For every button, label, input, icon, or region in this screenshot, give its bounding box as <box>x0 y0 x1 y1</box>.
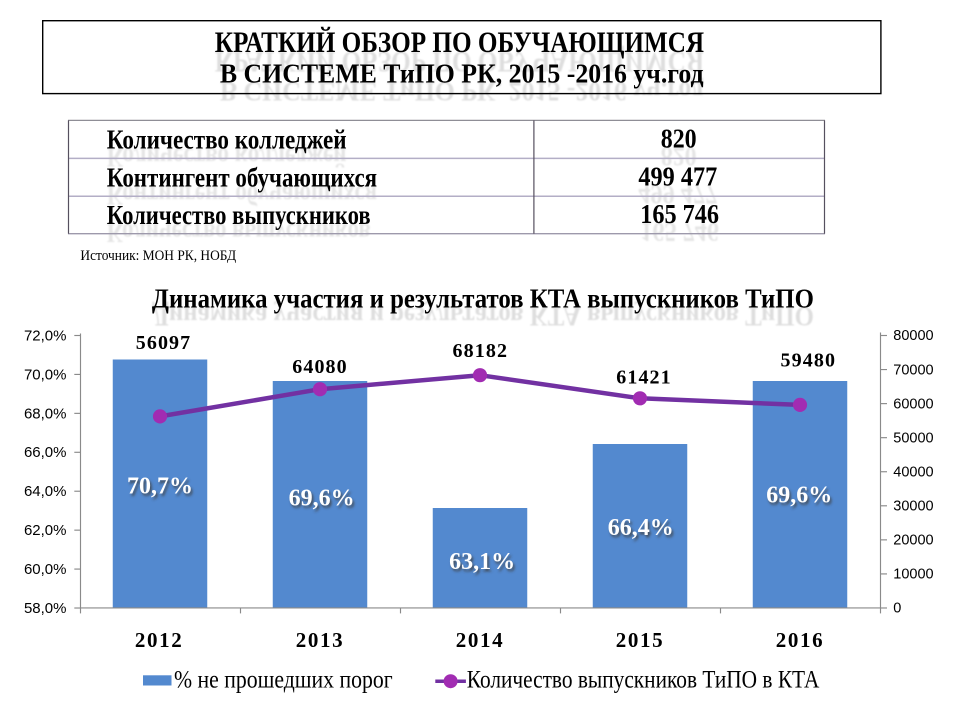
svg-text:69,6%: 69,6% <box>290 488 356 514</box>
svg-text:2014: 2014 <box>456 628 504 652</box>
svg-text:66,4%: 66,4% <box>608 515 674 541</box>
svg-text:10000: 10000 <box>893 567 933 583</box>
svg-text:61421: 61421 <box>616 366 672 388</box>
svg-text:68182: 68182 <box>453 340 509 362</box>
svg-text:2012: 2012 <box>135 628 183 652</box>
svg-text:0: 0 <box>893 601 901 617</box>
svg-text:69,6%: 69,6% <box>768 485 834 511</box>
svg-text:66,4%: 66,4% <box>609 517 675 543</box>
svg-text:70000: 70000 <box>893 362 933 378</box>
svg-text:80000: 80000 <box>893 328 933 344</box>
svg-text:2015: 2015 <box>616 628 664 652</box>
svg-text:63,1%: 63,1% <box>449 549 515 575</box>
svg-text:60000: 60000 <box>893 396 933 412</box>
svg-text:30000: 30000 <box>893 499 933 515</box>
svg-text:50000: 50000 <box>893 430 933 446</box>
svg-text:62,0%: 62,0% <box>24 522 67 539</box>
svg-text:58,0%: 58,0% <box>24 600 67 617</box>
svg-text:70,0%: 70,0% <box>24 366 67 383</box>
svg-text:2016: 2016 <box>776 628 824 652</box>
svg-text:69,6%: 69,6% <box>766 483 832 509</box>
svg-text:63,1%: 63,1% <box>451 552 517 578</box>
svg-text:66,0%: 66,0% <box>24 444 67 461</box>
svg-text:20000: 20000 <box>893 533 933 549</box>
svg-text:70,7%: 70,7% <box>127 474 193 500</box>
svg-text:70,7%: 70,7% <box>129 476 195 502</box>
svg-text:Количество выпускников ТиПО в: Количество выпускников ТиПО в КТА <box>467 666 820 694</box>
svg-text:% не прошедших порог: % не прошедших порог <box>174 666 393 694</box>
svg-text:64,0%: 64,0% <box>24 483 67 500</box>
svg-text:Источник: МОН РК, НОБД: Источник: МОН РК, НОБД <box>80 247 236 264</box>
svg-text:68,0%: 68,0% <box>24 405 67 422</box>
svg-text:40000: 40000 <box>893 464 933 480</box>
svg-text:72,0%: 72,0% <box>24 327 67 344</box>
svg-text:59480: 59480 <box>781 350 837 372</box>
svg-text:60,0%: 60,0% <box>24 561 67 578</box>
svg-text:69,6%: 69,6% <box>289 486 355 512</box>
svg-text:56097: 56097 <box>136 332 192 354</box>
svg-text:64080: 64080 <box>292 356 348 378</box>
svg-text:2013: 2013 <box>296 628 344 652</box>
